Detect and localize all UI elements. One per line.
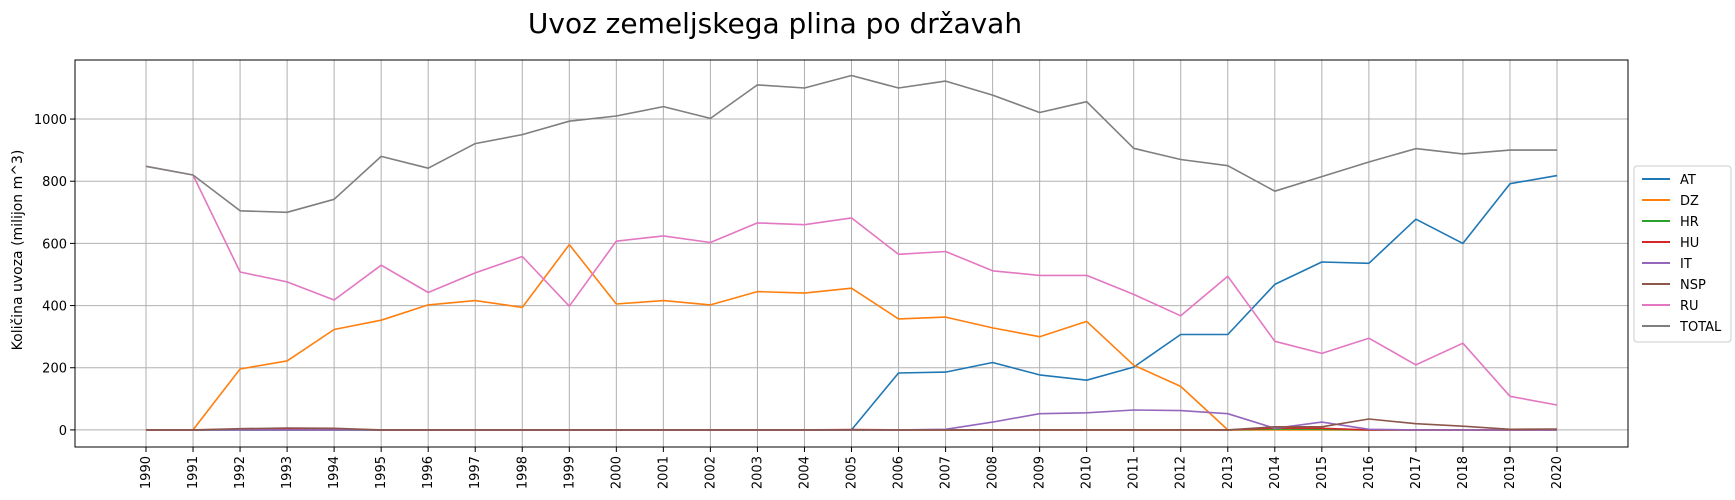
x-tick-label: 2001 bbox=[656, 456, 671, 489]
legend-label: AT bbox=[1680, 173, 1696, 188]
x-tick-label: 2018 bbox=[1456, 456, 1471, 489]
legend-label: HU bbox=[1680, 236, 1699, 251]
legend-label: IT bbox=[1680, 257, 1692, 272]
series-line-nsp bbox=[146, 418, 1558, 431]
legend-label: RU bbox=[1680, 299, 1699, 314]
y-tick-label: 0 bbox=[59, 424, 67, 439]
x-tick-label: 2007 bbox=[939, 456, 954, 489]
x-tick-label: 2004 bbox=[797, 456, 812, 489]
y-tick-label: 1000 bbox=[34, 113, 67, 128]
legend-label: TOTAL bbox=[1679, 320, 1722, 335]
y-axis: 0 200 400 600 800 1000 bbox=[34, 113, 75, 439]
x-tick-label: 2010 bbox=[1080, 456, 1095, 489]
x-tick-label: 1997 bbox=[468, 456, 483, 489]
x-tick-label: 1995 bbox=[374, 456, 389, 489]
x-tick-label: 1991 bbox=[186, 456, 201, 489]
x-tick-label: 1998 bbox=[515, 456, 530, 489]
series-line-total bbox=[145, 74, 1557, 214]
y-axis-label: Količina uvoza (milijon m^3) bbox=[10, 150, 26, 351]
x-tick-label: 2013 bbox=[1221, 456, 1236, 489]
x-tick-label: 1996 bbox=[421, 456, 436, 489]
legend-label: DZ bbox=[1680, 194, 1699, 209]
x-axis: 1990 1991 1992 1993 1994 1995 1996 1997 1998 1999… bbox=[139, 447, 1565, 489]
x-tick-label: 2019 bbox=[1503, 456, 1518, 489]
x-tick-label: 1990 bbox=[139, 456, 154, 489]
x-tick-label: 2006 bbox=[892, 456, 907, 489]
x-tick-label: 1994 bbox=[327, 456, 342, 489]
x-tick-label: 2008 bbox=[986, 456, 1001, 489]
x-tick-label: 2000 bbox=[609, 456, 624, 489]
x-tick-label: 1999 bbox=[562, 456, 577, 489]
x-tick-label: 2014 bbox=[1268, 456, 1283, 489]
x-tick-label: 2011 bbox=[1127, 456, 1142, 489]
y-tick-label: 200 bbox=[42, 362, 67, 377]
legend: AT DZ HR HU IT NSP RU TOTAL bbox=[1633, 165, 1732, 343]
series-lines bbox=[145, 74, 1558, 431]
x-tick-label: 1992 bbox=[233, 456, 248, 489]
x-tick-label: 2016 bbox=[1362, 456, 1377, 489]
x-tick-label: 2015 bbox=[1315, 456, 1330, 489]
x-tick-label: 1993 bbox=[280, 456, 295, 489]
x-tick-label: 2017 bbox=[1409, 456, 1424, 489]
x-tick-label: 2003 bbox=[750, 456, 765, 489]
legend-label: HR bbox=[1680, 215, 1699, 230]
chart-title: Uvoz zemeljskega plina po državah bbox=[528, 7, 1022, 40]
legend-box bbox=[1633, 165, 1732, 343]
x-tick-label: 2009 bbox=[1033, 456, 1048, 489]
x-tick-label: 2002 bbox=[703, 456, 718, 489]
y-tick-label: 600 bbox=[42, 237, 67, 252]
legend-label: NSP bbox=[1680, 278, 1706, 293]
x-tick-label: 2020 bbox=[1550, 456, 1565, 489]
series-line-ru bbox=[145, 165, 1558, 406]
y-tick-label: 400 bbox=[42, 300, 67, 315]
x-tick-label: 2012 bbox=[1174, 456, 1189, 489]
y-tick-label: 800 bbox=[42, 175, 67, 190]
grid-lines bbox=[75, 60, 1628, 447]
x-tick-label: 2005 bbox=[845, 456, 860, 489]
